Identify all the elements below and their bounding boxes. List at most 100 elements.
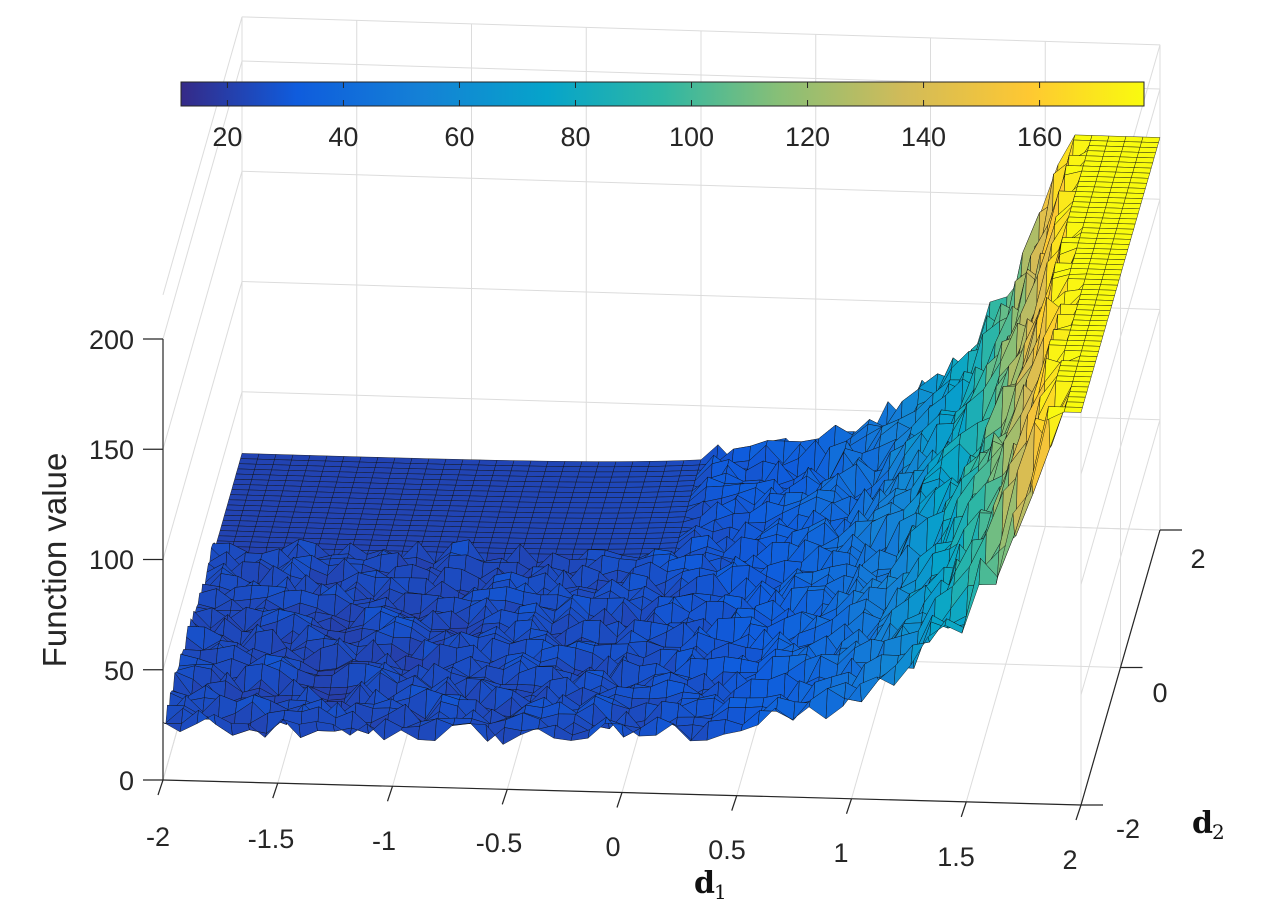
surface-patch bbox=[376, 457, 396, 464]
surface-patch bbox=[629, 466, 649, 473]
surface-patch bbox=[279, 495, 299, 502]
surface-patch bbox=[409, 520, 429, 527]
colorbar-tick-label: 100 bbox=[669, 122, 714, 152]
surface-patch bbox=[1101, 274, 1121, 281]
surface-patch bbox=[626, 538, 646, 545]
surface-patch bbox=[249, 479, 270, 486]
surface-patch bbox=[660, 537, 680, 544]
surface-patch bbox=[422, 473, 442, 480]
surface-patch bbox=[238, 458, 258, 465]
surface-patch bbox=[290, 516, 310, 524]
y-tick-labels: -2 0 2 bbox=[1116, 544, 1206, 844]
surface-patch bbox=[1105, 202, 1125, 209]
surface-patch bbox=[1100, 217, 1120, 224]
surface-patch bbox=[251, 474, 271, 481]
surface-patch bbox=[496, 516, 516, 523]
surface-patch bbox=[556, 543, 576, 550]
x-axis-label-symbol: d bbox=[694, 866, 715, 901]
surface-patch bbox=[522, 543, 542, 550]
surface-patch bbox=[1077, 237, 1098, 244]
x-tick-mark bbox=[1075, 804, 1082, 821]
surface-patch bbox=[682, 459, 702, 466]
surface-patch bbox=[364, 498, 384, 505]
surface-patch bbox=[306, 522, 326, 529]
surface-patch bbox=[324, 517, 344, 524]
surface-patch bbox=[346, 502, 366, 510]
surface-patch bbox=[268, 474, 288, 481]
surface-patch bbox=[1094, 299, 1114, 306]
surface-patch bbox=[399, 493, 420, 501]
surface-patch bbox=[1077, 181, 1097, 188]
surface-patch bbox=[232, 478, 253, 486]
surface-patch bbox=[486, 490, 506, 497]
surface-patch bbox=[310, 507, 330, 514]
surface-patch bbox=[1085, 212, 1105, 219]
x-axis-label: d 1 bbox=[694, 866, 727, 904]
surface-patch bbox=[322, 465, 342, 473]
x-tick-mark bbox=[272, 782, 279, 799]
surface-patch bbox=[1075, 304, 1096, 311]
surface-patch bbox=[601, 507, 621, 514]
surface-patch bbox=[1096, 233, 1116, 240]
surface-patch bbox=[1073, 371, 1094, 378]
surface-patch bbox=[557, 481, 577, 488]
surface-patch bbox=[1133, 162, 1154, 169]
surface-patch bbox=[662, 470, 682, 477]
surface-patch bbox=[1117, 218, 1137, 225]
surface-patch bbox=[1122, 141, 1142, 148]
surface-patch bbox=[658, 542, 678, 549]
surface-patch bbox=[356, 466, 376, 474]
surface-patch bbox=[250, 536, 270, 543]
surface-patch bbox=[623, 486, 644, 493]
surface-patch bbox=[1068, 211, 1088, 218]
surface-patch bbox=[341, 518, 361, 525]
surface-patch bbox=[484, 496, 505, 502]
surface-patch bbox=[272, 521, 292, 528]
surface-patch bbox=[426, 520, 446, 527]
surface-patch bbox=[1073, 252, 1093, 259]
surface-patch bbox=[448, 505, 468, 512]
surface-patch bbox=[473, 475, 493, 482]
surface-patch bbox=[1079, 350, 1099, 357]
surface-patch bbox=[1070, 381, 1091, 388]
surface-patch bbox=[539, 543, 559, 550]
surface-patch bbox=[267, 537, 287, 544]
surface-patch bbox=[1091, 191, 1111, 198]
colorbar-tick-label: 40 bbox=[328, 122, 358, 152]
surface-patch bbox=[637, 496, 658, 503]
surface-patch bbox=[1109, 187, 1129, 194]
surface-patch bbox=[323, 460, 343, 467]
colorbar-tick-label: 160 bbox=[1017, 122, 1062, 152]
surface-patch bbox=[282, 485, 302, 492]
surface-patch bbox=[377, 514, 397, 521]
surface-patch bbox=[475, 469, 495, 476]
surface-patch bbox=[236, 525, 256, 532]
surface-patch bbox=[286, 532, 306, 539]
surface-patch bbox=[285, 475, 305, 482]
surface-patch bbox=[578, 466, 598, 473]
surface-patch bbox=[609, 476, 629, 483]
surface-patch bbox=[1083, 278, 1103, 285]
surface-patch bbox=[1089, 315, 1110, 322]
surface-patch bbox=[626, 476, 646, 483]
surface-patch bbox=[524, 476, 544, 482]
surface-patch bbox=[1099, 222, 1119, 229]
surface-patch bbox=[517, 501, 537, 508]
surface-patch bbox=[650, 511, 670, 519]
y-axis-label-subscript: 2 bbox=[1212, 820, 1225, 844]
surface-patch bbox=[353, 477, 373, 484]
surface-patch bbox=[624, 543, 644, 550]
surface-patch bbox=[1095, 176, 1115, 183]
surface-patch bbox=[1072, 258, 1092, 265]
surface-patch bbox=[305, 465, 325, 472]
surface-patch bbox=[592, 476, 612, 483]
z-tick-label: 50 bbox=[104, 656, 134, 686]
x-tick-label: 1 bbox=[833, 838, 848, 868]
surface-patch bbox=[1087, 145, 1107, 152]
x-tick-label: -2 bbox=[146, 822, 170, 852]
surface-patch bbox=[603, 497, 624, 504]
surface-patch bbox=[385, 483, 406, 490]
surface-patch bbox=[560, 471, 580, 478]
surface-patch bbox=[1122, 202, 1142, 210]
